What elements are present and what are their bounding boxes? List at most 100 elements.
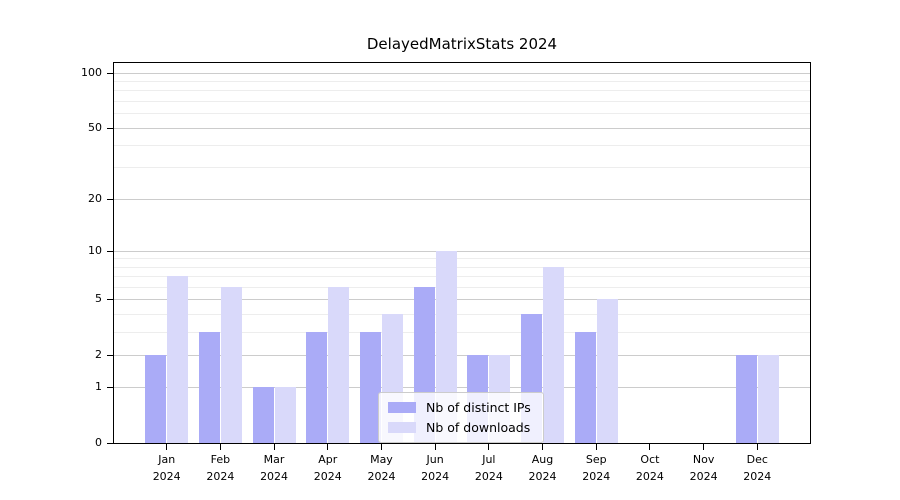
x-tick-year: 2024	[421, 470, 450, 483]
gridline-minor	[114, 258, 810, 260]
y-tick	[107, 250, 113, 252]
x-tick-year: 2024	[313, 470, 342, 483]
x-tick	[649, 444, 651, 450]
chart-title: DelayedMatrixStats 2024	[366, 35, 558, 53]
x-tick-label: Sep 2024	[564, 451, 628, 485]
gridline-major	[114, 250, 810, 252]
x-tick-month: Sep	[585, 453, 607, 466]
x-tick-month: Jul	[482, 453, 496, 466]
x-tick	[219, 444, 221, 450]
bar-distinct-ips-apr	[306, 331, 328, 443]
bar-downloads-mar	[274, 387, 296, 443]
x-tick-label: Aug 2024	[511, 451, 575, 485]
bar-downloads-aug	[543, 266, 565, 443]
x-tick-label: Feb 2024	[188, 451, 252, 485]
y-tick-label: 1	[95, 380, 102, 394]
bar-downloads-apr	[328, 286, 350, 443]
bar-distinct-ips-feb	[198, 331, 220, 443]
x-tick-label: Jan 2024	[135, 451, 199, 485]
x-tick-year: 2024	[528, 470, 557, 483]
legend-swatch-downloads	[388, 422, 416, 433]
x-tick-label: Dec 2024	[725, 451, 789, 485]
x-tick-label: May 2024	[349, 451, 413, 485]
y-tick-label: 2	[95, 347, 102, 361]
gridline-minor	[114, 167, 810, 169]
gridline-major	[114, 198, 810, 200]
x-tick-year: 2024	[206, 470, 235, 483]
legend-label-downloads: Nb of downloads	[426, 420, 531, 435]
x-tick-label: Nov 2024	[672, 451, 736, 485]
y-tick	[107, 72, 113, 74]
bar-distinct-ips-sep	[574, 331, 596, 443]
y-tick	[107, 387, 113, 389]
y-tick	[107, 198, 113, 200]
y-tick	[107, 443, 113, 444]
gridline-minor	[114, 313, 810, 315]
x-tick-year: 2024	[635, 470, 664, 483]
x-tick-month: Apr	[318, 453, 338, 466]
legend-label-distinct-ips: Nb of distinct IPs	[426, 400, 531, 415]
x-tick	[273, 444, 275, 450]
x-tick-year: 2024	[474, 470, 503, 483]
y-tick-label: 50	[88, 120, 102, 134]
x-tick-year: 2024	[152, 470, 181, 483]
bar-downloads-dec	[757, 354, 779, 443]
gridline-minor	[114, 81, 810, 83]
plot-area: Nb of distinct IPs Nb of downloads	[113, 62, 811, 444]
legend-entry-distinct-ips: Nb of distinct IPs	[388, 400, 531, 415]
x-tick-month: Oct	[640, 453, 660, 466]
x-tick-label: Apr 2024	[296, 451, 360, 485]
gridline-minor	[114, 276, 810, 278]
gridline-minor	[114, 331, 810, 333]
x-tick-year: 2024	[743, 470, 772, 483]
bar-downloads-jan	[167, 276, 189, 443]
gridline-major	[114, 299, 810, 301]
y-tick-label: 5	[95, 292, 102, 306]
bar-downloads-sep	[596, 299, 618, 443]
bar-distinct-ips-mar	[252, 387, 274, 443]
y-tick-label: 20	[88, 191, 102, 205]
gridline-minor	[114, 266, 810, 268]
x-tick-month: Nov	[692, 453, 715, 466]
x-tick	[166, 444, 168, 450]
x-tick-month: Mar	[263, 453, 285, 466]
legend-entry-downloads: Nb of downloads	[388, 420, 531, 435]
x-tick	[488, 444, 490, 450]
x-tick	[542, 444, 544, 450]
gridline-minor	[114, 100, 810, 102]
x-tick-label: Mar 2024	[242, 451, 306, 485]
bar-distinct-ips-may	[359, 331, 381, 443]
y-tick	[107, 127, 113, 129]
gridline-minor	[114, 113, 810, 115]
gridline-minor	[114, 286, 810, 288]
x-tick	[756, 444, 758, 450]
bar-distinct-ips-jan	[145, 354, 167, 443]
x-tick	[327, 444, 329, 450]
y-tick-label: 100	[81, 65, 102, 79]
gridline-major	[114, 72, 810, 74]
x-tick-label: Jun 2024	[403, 451, 467, 485]
bar-downloads-feb	[220, 286, 242, 443]
x-tick-month: Jun	[426, 453, 444, 466]
x-tick-month: May	[370, 453, 393, 466]
x-tick-month: Aug	[531, 453, 554, 466]
x-tick-year: 2024	[689, 470, 718, 483]
gridline-minor	[114, 90, 810, 92]
gridline-major	[114, 387, 810, 389]
legend-swatch-distinct-ips	[388, 402, 416, 413]
gridline-major	[114, 354, 810, 356]
legend: Nb of distinct IPs Nb of downloads	[378, 392, 544, 443]
x-tick-month: Feb	[210, 453, 231, 466]
x-tick	[434, 444, 436, 450]
y-tick	[107, 299, 113, 301]
gridline-minor	[114, 145, 810, 147]
x-tick-year: 2024	[260, 470, 289, 483]
x-tick-year: 2024	[367, 470, 396, 483]
x-tick-month: Dec	[746, 453, 768, 466]
x-tick	[380, 444, 382, 450]
y-tick-label: 10	[88, 243, 102, 257]
y-tick	[107, 354, 113, 356]
x-tick-month: Jan	[158, 453, 176, 466]
x-tick	[703, 444, 705, 450]
